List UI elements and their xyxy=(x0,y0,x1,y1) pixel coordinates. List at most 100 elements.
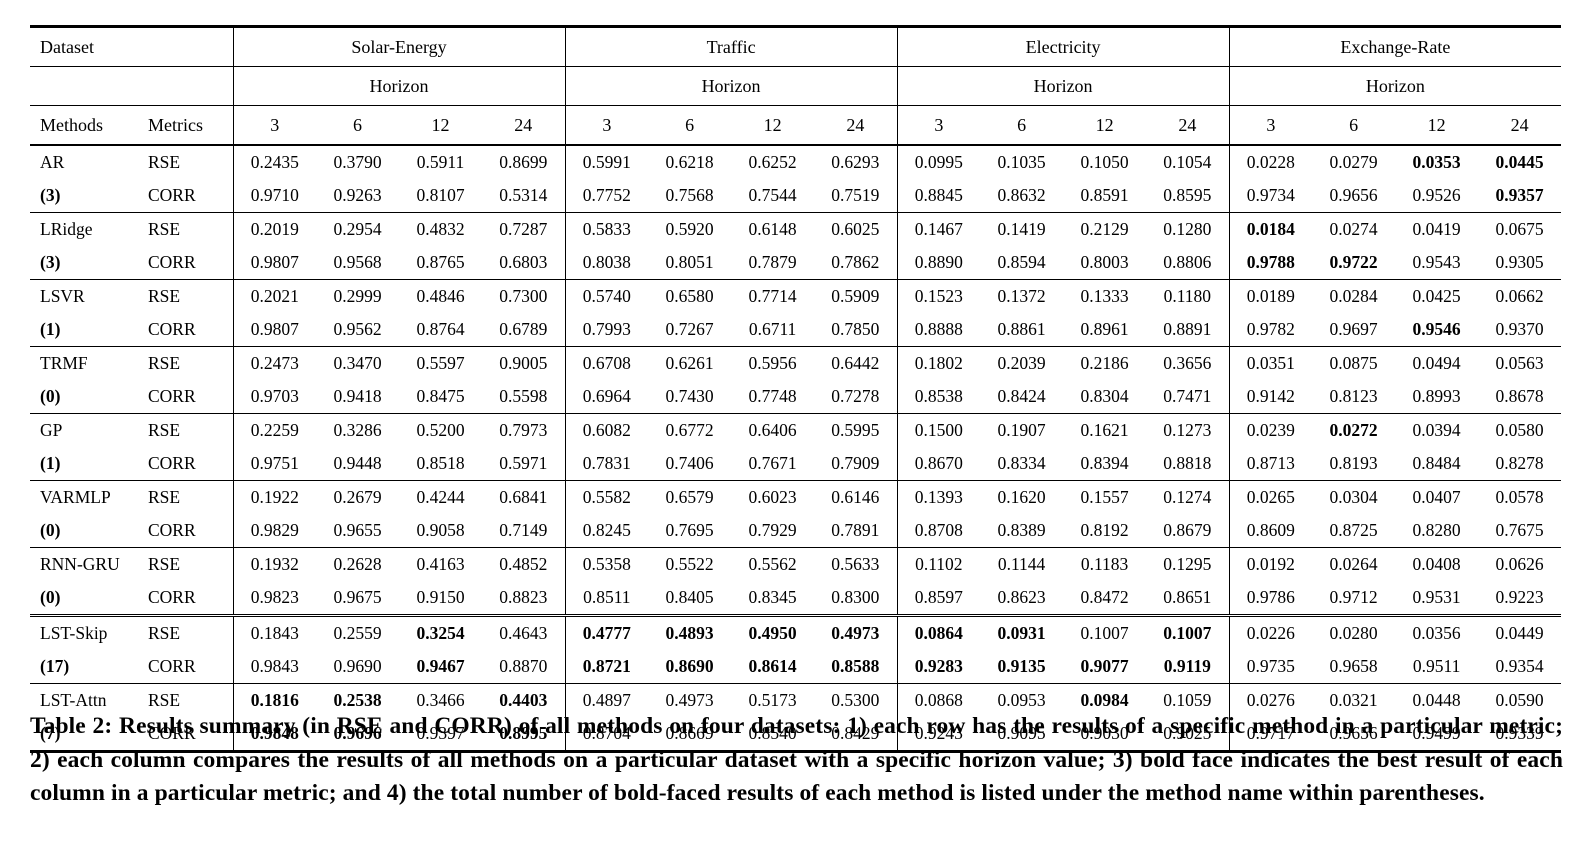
value-cell: 0.8632 xyxy=(997,185,1046,205)
value-cell: 0.8429 xyxy=(831,723,880,743)
horizon-value-cell: 6 xyxy=(1312,105,1396,146)
value-cell: 0.0265 xyxy=(1228,480,1313,514)
method-row-corr: (7) CORR 0.9848 0.9696 0.9397 0.8995 0.8704 0.8… xyxy=(30,717,1561,752)
value-cell: 0.8678 xyxy=(1495,386,1544,406)
value-cell: 0.8670 xyxy=(896,447,981,481)
value-cell: 0.6708 xyxy=(564,346,649,380)
value-cell: 0.1843 xyxy=(232,614,317,650)
value-cell: 0.3656 xyxy=(1146,346,1230,380)
method-name-cell: LST-Attn xyxy=(30,683,148,717)
value-cell: 0.0226 xyxy=(1228,614,1313,650)
horizon-value-cell: 12 xyxy=(399,105,483,146)
value-cell: 0.4643 xyxy=(482,614,566,650)
value-cell: 0.8818 xyxy=(1163,453,1212,473)
method-row-corr: (17) CORR 0.9843 0.9690 0.9467 0.8870 0.8721 0.… xyxy=(30,650,1561,684)
value-cell: 0.1102 xyxy=(896,547,981,581)
value-cell: 0.5633 xyxy=(814,547,898,581)
metrics-header-cell: Metrics xyxy=(148,105,234,146)
value-cell: 0.8540 xyxy=(748,723,797,743)
value-cell: 0.7671 xyxy=(748,453,797,473)
value-cell: 0.6252 xyxy=(731,144,815,179)
value-cell: 0.2019 xyxy=(232,212,317,246)
value-cell: 0.0264 xyxy=(1312,547,1396,581)
value-cell: 0.1054 xyxy=(1146,144,1230,179)
value-cell: 0.1500 xyxy=(896,413,981,447)
value-cell: 0.1922 xyxy=(232,480,317,514)
horizon-value-cell: 12 xyxy=(1395,105,1479,146)
value-cell: 0.6148 xyxy=(731,212,815,246)
method-count-cell: (1) xyxy=(40,453,61,473)
dataset-group-exchange-rate: Exchange-Rate xyxy=(1228,26,1562,67)
value-cell: 0.9499 xyxy=(1412,723,1461,743)
value-cell: 0.8721 xyxy=(564,650,649,684)
value-cell: 0.9690 xyxy=(333,656,382,676)
value-cell: 0.7675 xyxy=(1495,520,1544,540)
value-cell: 0.6218 xyxy=(648,144,732,179)
value-cell: 0.8823 xyxy=(499,587,548,607)
value-cell: 0.8192 xyxy=(1080,520,1129,540)
value-cell: 0.5597 xyxy=(399,346,483,380)
value-cell: 0.7406 xyxy=(665,453,714,473)
value-cell: 0.1557 xyxy=(1063,480,1147,514)
value-cell: 0.8870 xyxy=(499,656,548,676)
value-cell: 0.8595 xyxy=(1163,185,1212,205)
value-cell: 0.1295 xyxy=(1146,547,1230,581)
value-cell: 0.9223 xyxy=(1495,587,1544,607)
value-cell: 0.1620 xyxy=(980,480,1064,514)
value-cell: 0.8334 xyxy=(997,453,1046,473)
value-cell: 0.9722 xyxy=(1329,252,1378,272)
value-cell: 0.1180 xyxy=(1146,279,1230,313)
value-cell: 0.4777 xyxy=(564,614,649,650)
value-cell: 0.9655 xyxy=(333,520,382,540)
value-cell: 0.0984 xyxy=(1063,683,1147,717)
value-cell: 0.8806 xyxy=(1163,252,1212,272)
value-cell: 0.1280 xyxy=(1146,212,1230,246)
value-cell: 0.3470 xyxy=(316,346,400,380)
method-count-cell: (1) xyxy=(40,319,61,339)
value-cell: 0.0192 xyxy=(1228,547,1313,581)
value-cell: 0.8861 xyxy=(997,319,1046,339)
value-cell: 0.9283 xyxy=(896,650,981,684)
value-cell: 0.8278 xyxy=(1495,453,1544,473)
value-cell: 0.7862 xyxy=(831,252,880,272)
dataset-header-row: Dataset Solar-Energy Traffic Electricity… xyxy=(30,26,1562,67)
dataset-group-electricity: Electricity xyxy=(896,26,1230,67)
method-count-cell: (3) xyxy=(40,185,61,205)
value-cell: 0.2538 xyxy=(316,683,400,717)
value-cell: 0.7973 xyxy=(482,413,566,447)
value-cell: 0.7879 xyxy=(748,252,797,272)
horizon-value-cell: 6 xyxy=(648,105,732,146)
value-cell: 0.5200 xyxy=(399,413,483,447)
table-header: Dataset Solar-Energy Traffic Electricity… xyxy=(30,26,1562,146)
value-cell: 0.9467 xyxy=(416,656,465,676)
metric-label-cell: RSE xyxy=(148,547,234,581)
value-cell: 0.2435 xyxy=(232,144,317,179)
value-cell: 0.1059 xyxy=(1146,683,1230,717)
value-cell: 0.9656 xyxy=(1329,185,1378,205)
method-row-corr: (1) CORR 0.9807 0.9562 0.8764 0.6789 0.7993 0.7… xyxy=(30,313,1561,347)
metric-label-cell: RSE xyxy=(148,279,234,313)
value-cell: 0.0448 xyxy=(1395,683,1479,717)
metric-label-cell: RSE xyxy=(148,614,234,650)
value-cell: 0.5300 xyxy=(814,683,898,717)
value-cell: 0.2259 xyxy=(232,413,317,447)
value-cell: 0.1802 xyxy=(896,346,981,380)
value-cell: 0.0394 xyxy=(1395,413,1479,447)
value-cell: 0.1144 xyxy=(980,547,1064,581)
value-cell: 0.7430 xyxy=(665,386,714,406)
value-cell: 0.6146 xyxy=(814,480,898,514)
value-cell: 0.6579 xyxy=(648,480,732,514)
value-cell: 0.0304 xyxy=(1312,480,1396,514)
value-cell: 0.7544 xyxy=(748,185,797,205)
method-row-rse: LSVR RSE 0.2021 0.2999 0.4846 0.7300 0.5740 0.6… xyxy=(30,279,1562,313)
value-cell: 0.2628 xyxy=(316,547,400,581)
value-cell: 0.0279 xyxy=(1312,144,1396,179)
value-cell: 0.9568 xyxy=(333,252,382,272)
value-cell: 0.0228 xyxy=(1228,144,1313,179)
metric-label-cell: CORR xyxy=(148,656,196,676)
method-row-corr: (1) CORR 0.9751 0.9448 0.8518 0.5971 0.7831 0.7… xyxy=(30,447,1561,481)
value-cell: 0.9142 xyxy=(1228,380,1313,414)
value-cell: 0.5598 xyxy=(499,386,548,406)
horizon-value-cell: 3 xyxy=(896,105,981,146)
value-cell: 0.0590 xyxy=(1478,683,1562,717)
